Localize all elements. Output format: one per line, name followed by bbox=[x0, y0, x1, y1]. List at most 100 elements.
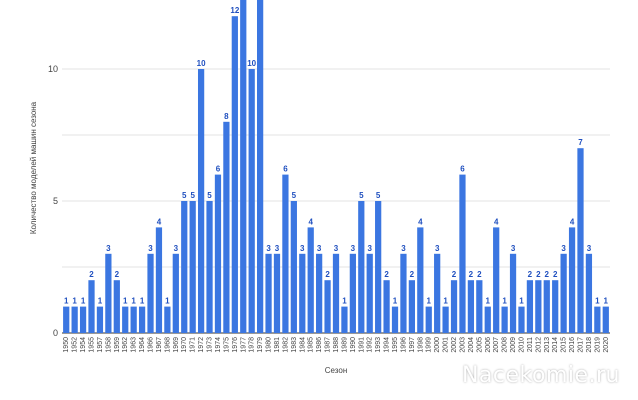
bar bbox=[383, 280, 390, 333]
x-tick-label: 1978 bbox=[249, 337, 256, 353]
data-label: 5 bbox=[359, 191, 364, 200]
bar bbox=[400, 253, 407, 333]
bar bbox=[417, 227, 424, 333]
y-tick-label: 0 bbox=[53, 328, 58, 338]
x-tick-label: 2010 bbox=[518, 337, 525, 353]
x-tick-label: 1964 bbox=[139, 337, 146, 353]
bar bbox=[375, 201, 382, 333]
x-tick-label: 1970 bbox=[181, 337, 188, 353]
x-tick-label: 1958 bbox=[105, 337, 112, 353]
data-label: 1 bbox=[123, 297, 128, 306]
data-label: 2 bbox=[528, 270, 533, 279]
x-tick-label: 2012 bbox=[535, 337, 542, 353]
x-tick-label: 2020 bbox=[603, 337, 610, 353]
x-tick-label: 2016 bbox=[569, 337, 576, 353]
x-tick-label: 1992 bbox=[367, 337, 374, 353]
data-label: 1 bbox=[595, 297, 600, 306]
bar bbox=[450, 280, 458, 333]
data-label: 6 bbox=[283, 165, 288, 174]
data-label: 5 bbox=[182, 191, 187, 200]
x-tick-label: 1986 bbox=[316, 337, 323, 353]
bar bbox=[122, 306, 129, 333]
data-label: 1 bbox=[140, 297, 145, 306]
data-label: 5 bbox=[292, 191, 297, 200]
x-tick-label: 1988 bbox=[333, 337, 340, 353]
x-tick-label: 1980 bbox=[266, 337, 273, 353]
data-label: 1 bbox=[486, 297, 491, 306]
bar bbox=[147, 253, 154, 333]
data-label: 4 bbox=[157, 217, 162, 226]
x-tick-label: 1975 bbox=[223, 337, 230, 353]
x-tick-label: 1996 bbox=[400, 337, 407, 353]
bar bbox=[577, 148, 584, 333]
x-tick-label: 1984 bbox=[299, 337, 306, 353]
bar bbox=[197, 69, 205, 333]
data-label: 3 bbox=[367, 244, 372, 253]
data-label: 6 bbox=[460, 165, 465, 174]
x-tick-label: 2014 bbox=[552, 337, 559, 353]
data-label: 3 bbox=[275, 244, 280, 253]
x-tick-label: 1959 bbox=[114, 337, 121, 353]
x-tick-label: 1954 bbox=[80, 337, 87, 353]
bar bbox=[526, 280, 534, 333]
bar bbox=[71, 306, 78, 333]
bar bbox=[214, 174, 222, 333]
data-label: 8 bbox=[224, 112, 229, 121]
bar bbox=[299, 253, 306, 333]
bar bbox=[366, 253, 373, 333]
bar bbox=[543, 280, 550, 333]
data-label: 2 bbox=[545, 270, 550, 279]
bar bbox=[316, 253, 323, 333]
bar bbox=[231, 16, 238, 333]
x-tick-label: 1987 bbox=[325, 337, 332, 353]
x-tick-label: 1981 bbox=[274, 337, 281, 353]
bar bbox=[484, 306, 491, 333]
x-tick-label: 2018 bbox=[586, 337, 593, 353]
x-tick-label: 2015 bbox=[561, 337, 568, 353]
x-tick-label: 1990 bbox=[350, 337, 357, 353]
bar bbox=[172, 253, 179, 333]
data-label: 2 bbox=[536, 270, 541, 279]
bar bbox=[273, 253, 281, 333]
bar bbox=[442, 306, 449, 333]
bar bbox=[282, 174, 289, 333]
bar bbox=[391, 306, 399, 333]
bar bbox=[467, 280, 475, 333]
data-label: 2 bbox=[115, 270, 120, 279]
data-label: 1 bbox=[604, 297, 609, 306]
data-label: 3 bbox=[351, 244, 356, 253]
bar bbox=[257, 0, 264, 334]
data-label: 1 bbox=[342, 297, 347, 306]
x-tick-label: 2019 bbox=[594, 337, 601, 353]
x-tick-label: 1995 bbox=[392, 337, 399, 353]
bar bbox=[568, 227, 576, 333]
data-label: 5 bbox=[207, 191, 212, 200]
data-label: 2 bbox=[384, 270, 389, 279]
bar bbox=[341, 306, 348, 333]
bar bbox=[223, 121, 230, 333]
x-tick-label: 2011 bbox=[527, 337, 534, 352]
data-label: 3 bbox=[300, 244, 305, 253]
data-label: 4 bbox=[308, 217, 313, 226]
data-label: 3 bbox=[435, 244, 440, 253]
data-label: 3 bbox=[266, 244, 271, 253]
x-tick-label: 2009 bbox=[510, 337, 517, 353]
bar bbox=[113, 280, 120, 333]
x-tick-label: 1997 bbox=[409, 337, 416, 353]
data-label: 3 bbox=[561, 244, 566, 253]
x-tick-label: 1977 bbox=[240, 337, 247, 353]
data-label: 10 bbox=[247, 59, 256, 68]
x-tick-label: 1966 bbox=[148, 337, 155, 353]
bar bbox=[425, 306, 432, 333]
x-tick-label: 1962 bbox=[122, 337, 129, 353]
x-tick-label: 1972 bbox=[198, 337, 205, 353]
x-tick-label: 1974 bbox=[215, 337, 222, 353]
data-label: 2 bbox=[469, 270, 474, 279]
data-label: 1 bbox=[427, 297, 432, 306]
data-label: 7 bbox=[578, 138, 583, 147]
bar bbox=[602, 306, 609, 333]
bar bbox=[459, 174, 466, 333]
data-label: 1 bbox=[72, 297, 77, 306]
bar bbox=[155, 227, 163, 333]
